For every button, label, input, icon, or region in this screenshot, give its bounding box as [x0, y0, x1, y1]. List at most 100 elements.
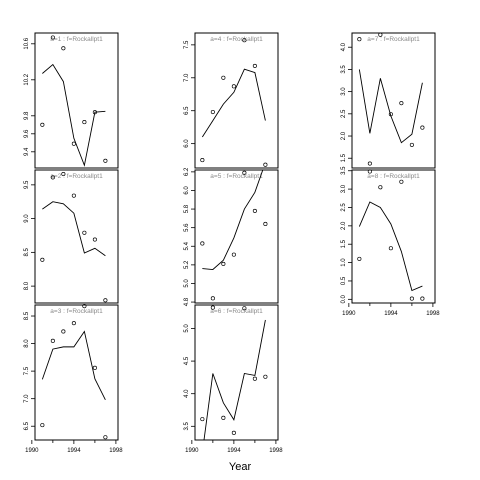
y-tick-label: 9.0 [24, 214, 30, 223]
data-point [399, 101, 404, 106]
y-tick-label: 2.5 [341, 203, 347, 212]
y-tick-label: 7.0 [184, 73, 190, 82]
data-point [263, 162, 268, 167]
panel-strip-label: a=3 : f=Rockallpt1 [50, 308, 103, 315]
data-point [221, 261, 226, 266]
data-point [231, 84, 236, 89]
y-tick-label: 10.2 [24, 73, 30, 85]
data-point [92, 237, 97, 242]
y-tick-label: 1.5 [341, 153, 347, 162]
panels: a=1 : f=Rockallpt1 9.4 9.6 9.8 10.2 10.6 a=2 :… [24, 32, 440, 454]
y-tick-label: 3.5 [184, 421, 190, 430]
data-point [242, 170, 247, 175]
y-tick-label: 3.5 [341, 65, 347, 74]
y-tick-label: 0.5 [341, 276, 347, 285]
data-point [357, 37, 362, 42]
y-tick-label: 5.0 [184, 324, 190, 333]
y-tick-label: 3.0 [341, 87, 347, 96]
y-tick-label: 5.6 [184, 223, 190, 232]
data-point [252, 63, 257, 68]
y-tick-label: 0.0 [341, 294, 347, 303]
data-point [378, 32, 383, 37]
data-point [242, 38, 247, 43]
x-tick-label: 1994 [384, 311, 398, 317]
panel-6: a=6 : f=Rockallpt1 3.5 4.0 4.5 5.0 1990 1994 19… [184, 304, 283, 454]
x-tick-label: 1994 [227, 448, 241, 454]
y-tick-label: 9.6 [24, 129, 30, 138]
data-point [71, 321, 76, 326]
y-tick-label: 5.2 [184, 260, 190, 269]
data-point [92, 110, 97, 115]
data-point [357, 256, 362, 261]
y-tick-label: 7.0 [24, 394, 30, 403]
y-tick-label: 8.0 [24, 339, 30, 348]
data-point [420, 125, 425, 130]
y-tick-label: 4.0 [184, 389, 190, 398]
fit-line [42, 201, 106, 257]
y-tick-label: 6.5 [24, 421, 30, 430]
data-point [388, 246, 393, 251]
data-point [71, 193, 76, 198]
data-point [61, 329, 66, 334]
fit-line [41, 330, 106, 400]
data-point [252, 376, 257, 381]
data-point [200, 158, 205, 163]
data-point [82, 304, 87, 309]
y-tick-label: 2.0 [341, 221, 347, 230]
data-point [40, 423, 45, 428]
panel-frame [34, 169, 119, 304]
data-point [231, 252, 236, 257]
data-point [378, 185, 383, 190]
y-tick-label: 3.0 [341, 184, 347, 193]
fit-line [42, 63, 106, 167]
x-tick-label: 1994 [67, 448, 81, 454]
y-tick-label: 4.0 [341, 42, 347, 51]
panel-7: a=7 : f=Rockallpt1 1.5 2.0 2.5 3.0 3.5 4.0 [341, 32, 436, 169]
data-point [92, 365, 97, 370]
y-tick-label: 7.5 [184, 40, 190, 49]
data-point [71, 141, 76, 146]
panel-strip-label: a=8 : f=Rockallpt1 [367, 173, 420, 180]
y-tick-label: 10.6 [24, 37, 30, 49]
y-tick-label: 6.0 [184, 139, 190, 148]
y-tick-label: 1.5 [341, 239, 347, 248]
panel-frame [194, 32, 279, 169]
x-tick-label: 1990 [185, 448, 199, 454]
panel-strip-label: a=6 : f=Rockallpt1 [210, 308, 263, 315]
panel-strip-label: a=4 : f=Rockallpt1 [210, 36, 263, 43]
panel-strip-label: a=5 : f=Rockallpt1 [210, 173, 263, 180]
y-tick-label: 5.0 [184, 279, 190, 288]
y-tick-label: 8.0 [24, 281, 30, 290]
data-point [82, 120, 87, 125]
data-point [231, 430, 236, 435]
y-tick-label: 6.5 [184, 106, 190, 115]
y-tick-label: 2.0 [341, 131, 347, 140]
data-point [210, 109, 215, 115]
y-tick-label: 3.5 [341, 166, 347, 175]
panel-3: a=3 : f=Rockallpt1 6.5 7.0 7.5 8.0 8.5 1990 199… [24, 304, 123, 454]
data-point [388, 112, 393, 117]
data-point [200, 241, 205, 246]
fit-line [201, 68, 266, 138]
fit-line [358, 201, 423, 292]
panel-strip-label: a=7 : f=Rockallpt1 [367, 36, 420, 43]
data-point [221, 415, 226, 420]
data-point [242, 306, 247, 311]
data-point [40, 122, 45, 127]
y-tick-label: 5.4 [184, 241, 190, 250]
panel-frame [34, 304, 119, 441]
data-point [399, 179, 404, 184]
fit-line [202, 170, 264, 270]
y-tick-label: 8.5 [24, 311, 30, 320]
panel-strip-label: a=2 : f=Rockallpt1 [50, 173, 103, 180]
data-point [61, 46, 66, 51]
x-tick-label: 1990 [25, 448, 39, 454]
data-point [200, 417, 205, 422]
panel-strip-label: a=1 : f=Rockallpt1 [50, 36, 103, 43]
panel-8: a=8 : f=Rockallpt1 0.0 0.5 1.0 1.5 2.0 2.5 3.0 3… [341, 166, 440, 317]
x-tick-label: 1990 [342, 311, 356, 317]
data-point [103, 435, 108, 440]
data-point [61, 172, 66, 177]
x-tick-label: 1998 [109, 448, 123, 454]
